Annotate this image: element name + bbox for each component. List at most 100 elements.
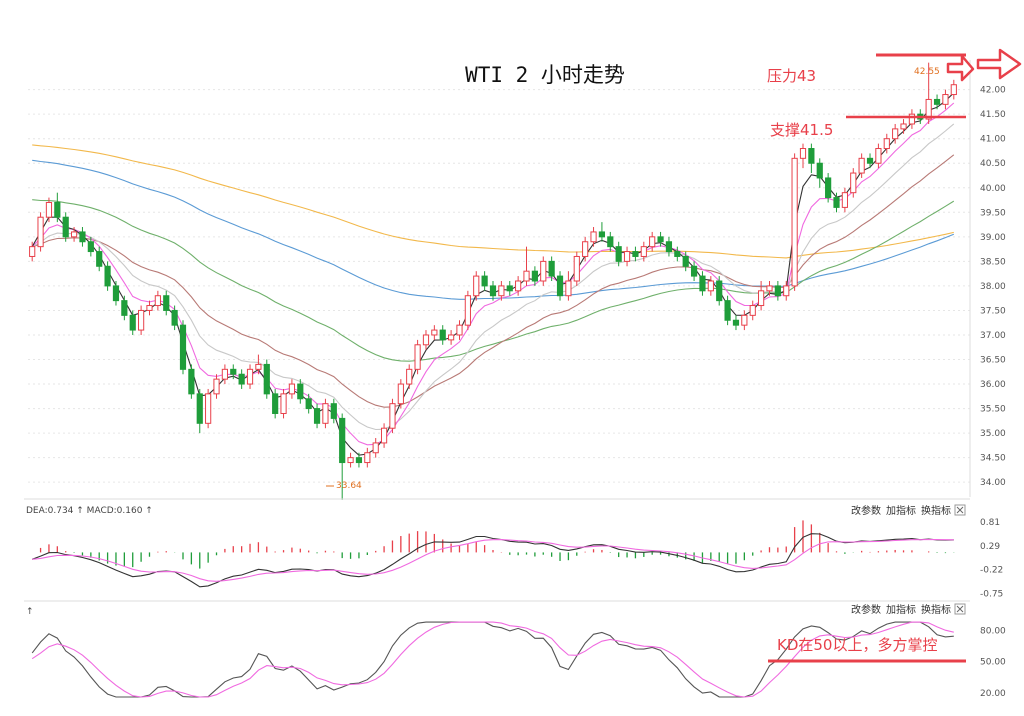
candle [339,413,346,500]
price-tick-label: 35.00 [980,429,1006,439]
candle [799,143,807,169]
candle [431,325,438,340]
candle-body [129,314,136,331]
candle [37,212,44,252]
candle [406,364,413,389]
kd-toolbar: 改参数 加指标 换指标 [851,603,966,616]
candle [171,305,178,331]
candle [523,246,530,286]
macd-switch-indicator-button[interactable]: 换指标 [921,504,951,517]
candle-body [841,192,848,208]
candle [565,271,572,301]
resistance-label: 压力43 [767,67,816,85]
candle-body [833,197,840,208]
candle-body [221,368,228,380]
candle-body [104,265,111,287]
candle-body [263,363,270,395]
candle-body [799,148,807,159]
candle [313,403,321,429]
candle [121,295,128,321]
macd-close-icon[interactable] [954,504,966,516]
candle-body [707,280,714,292]
price-tick-label: 39.50 [980,208,1006,218]
candle [850,168,857,198]
candle-body [146,305,153,311]
candle [816,158,823,188]
candle-body [464,295,471,326]
candle [665,236,673,257]
candle-body [389,403,396,429]
candle [347,452,354,468]
candle-body [138,309,145,331]
candle-body [456,324,463,336]
kd-switch-indicator-button[interactable]: 换指标 [921,603,951,616]
support-label: 支撑41.5 [770,121,833,139]
price-tick-label: 36.00 [980,380,1006,390]
candle-body [255,363,262,370]
candle [690,261,698,281]
kd-close-icon[interactable] [954,603,966,615]
candle [372,438,379,458]
macd-toolbar: 改参数 加指标 换指标 [851,504,966,517]
candle-body [188,368,195,395]
kd-note: KD在50以上，多方掌控 [777,636,937,654]
candle [515,276,522,296]
candle [221,364,228,385]
candle-body [489,285,497,297]
candle [716,276,723,306]
candle [908,109,916,129]
candle-body [699,275,706,292]
hollow-arrow-icon [946,48,1022,82]
price-tick-label: 35.50 [980,405,1006,415]
macd-add-indicator-button[interactable]: 加指标 [886,504,916,517]
kd-tick-label: 50.00 [980,658,1006,668]
candle-body [816,162,823,179]
candle [129,310,136,335]
candle [104,261,111,291]
candle-body [347,457,354,464]
candle [556,271,564,301]
candle [29,241,36,262]
candle [808,143,815,174]
candle [833,192,840,213]
candle-body [481,275,488,287]
candle-body [774,285,781,297]
candle-body [531,270,538,282]
candle [615,241,622,267]
candle [297,379,304,404]
candle [205,388,212,429]
candle [866,153,874,169]
price-tick-label: 36.50 [980,356,1006,366]
candle-body [825,177,832,199]
kd-add-indicator-button[interactable]: 加指标 [886,603,916,616]
candle-body [925,98,932,120]
kd-edit-params-button[interactable]: 改参数 [851,603,881,616]
candle-body [288,383,296,395]
candle-body [246,368,254,385]
candle [272,388,279,419]
candle [448,330,455,345]
candle [456,320,463,340]
kd-indicator: 80.00 50.00 20.00 [31,621,1006,699]
candle-body [908,113,916,125]
price-tick-label: 38.50 [980,257,1006,267]
candle [883,133,890,154]
candle-body [179,324,187,370]
candle [481,271,488,291]
candle [674,246,681,262]
ma-brown [32,154,955,408]
candle-body [850,172,857,194]
candle [96,246,103,272]
macd-edit-params-button[interactable]: 改参数 [851,504,881,517]
candle-body [414,344,421,370]
candle-body [515,280,522,292]
candle-body [70,231,78,238]
candle [498,281,505,301]
candle-body [808,148,815,164]
candle [246,364,254,389]
candle [942,89,949,110]
candle-body [272,393,279,414]
candle [112,281,120,306]
candlesticks [29,62,957,500]
kd-k-line [31,621,954,698]
